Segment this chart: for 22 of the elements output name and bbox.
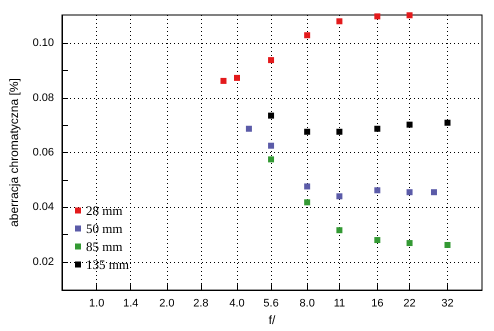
y-axis-title: aberracja chromatyczna [%] bbox=[7, 78, 21, 227]
x-tick-label: 11 bbox=[334, 298, 346, 310]
legend-label: 50 mm bbox=[86, 221, 122, 236]
x-tick-label: 1.4 bbox=[123, 298, 138, 310]
x-tick-label: 2.0 bbox=[159, 298, 174, 310]
x-tick-label: 32 bbox=[441, 298, 454, 310]
legend-label: 28 mm bbox=[86, 203, 122, 218]
x-tick-label: 2.8 bbox=[193, 298, 209, 310]
x-tick-label: 16 bbox=[371, 298, 384, 310]
x-tick-label: 22 bbox=[403, 298, 416, 310]
y-tick-label: 0.04 bbox=[32, 201, 54, 214]
x-tick-label: 5.6 bbox=[263, 298, 279, 310]
x-tick-label: 8.0 bbox=[300, 298, 315, 310]
legend-label: 135 mm bbox=[86, 257, 129, 272]
legend-label: 85 mm bbox=[86, 239, 122, 254]
y-tick-label: 0.06 bbox=[32, 146, 54, 159]
y-tick-label: 0.02 bbox=[32, 256, 54, 268]
x-axis-title: f/ bbox=[268, 313, 276, 327]
y-tick-label: 0.08 bbox=[32, 92, 54, 104]
x-tick-label: 4.0 bbox=[229, 298, 245, 310]
y-tick-label: 0.10 bbox=[32, 37, 54, 50]
x-tick-label: 1.0 bbox=[89, 298, 104, 310]
